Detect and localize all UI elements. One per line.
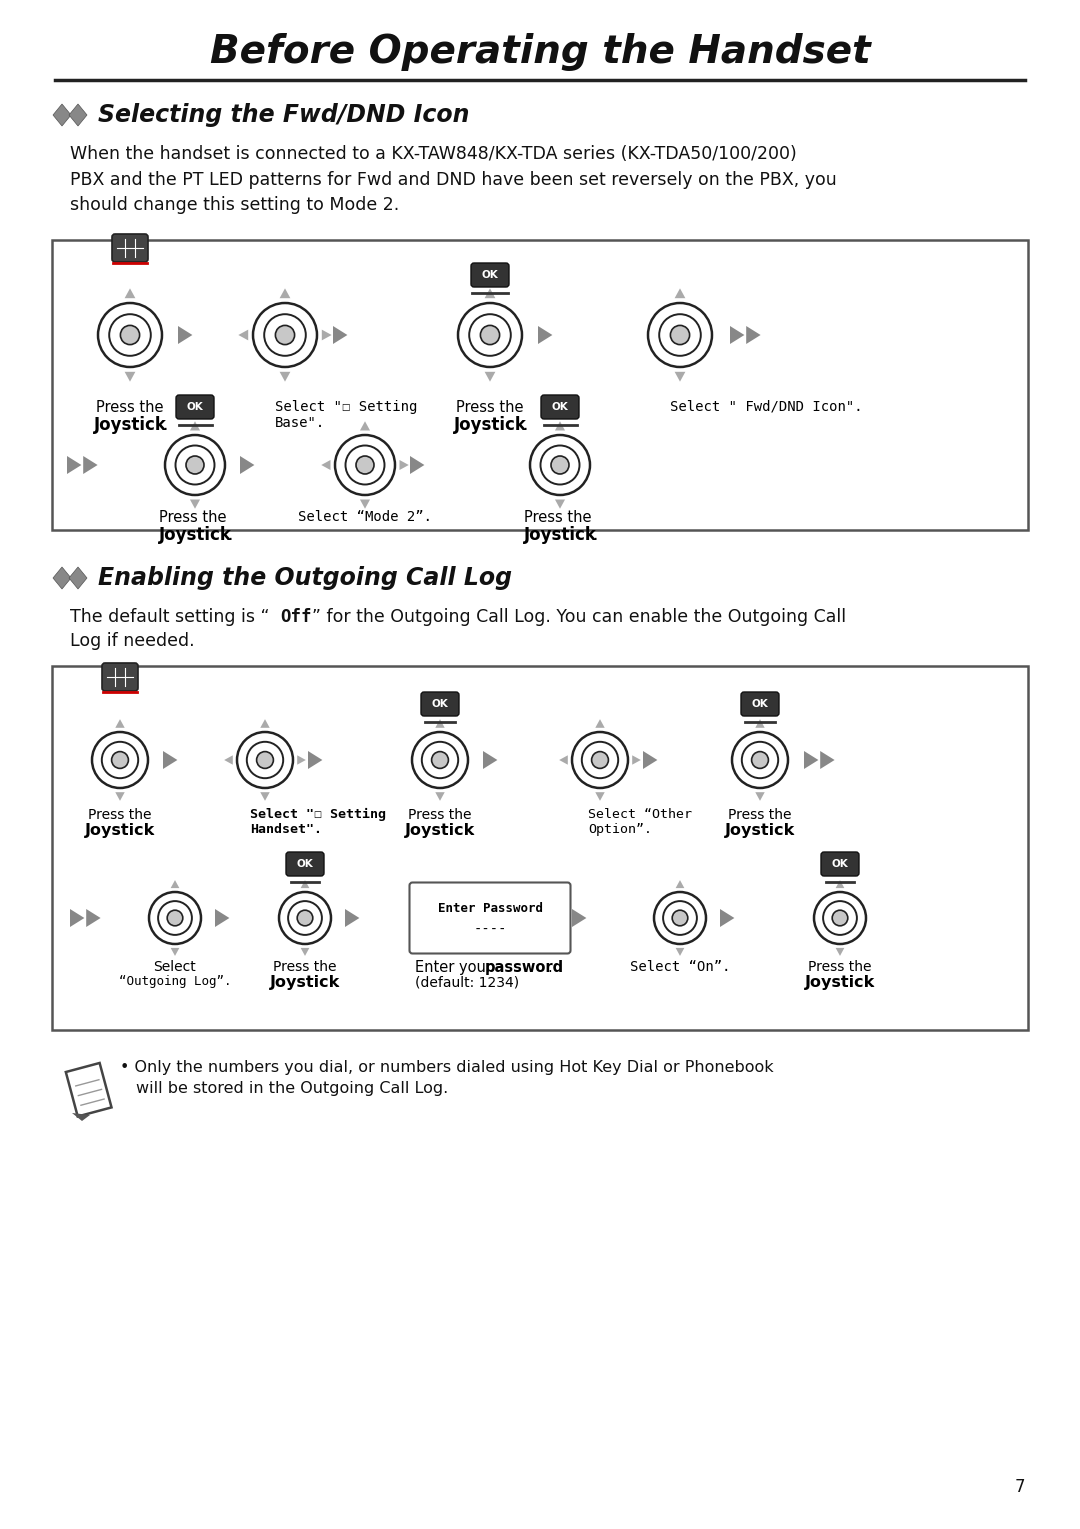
Text: Handset".: Handset".: [249, 823, 322, 836]
Text: Press the: Press the: [273, 960, 337, 974]
Text: .: .: [869, 976, 874, 989]
Polygon shape: [190, 422, 200, 431]
Text: password: password: [485, 960, 564, 976]
Text: (default: 1234): (default: 1234): [415, 976, 519, 989]
Polygon shape: [555, 422, 565, 431]
Polygon shape: [643, 751, 658, 769]
Text: OK: OK: [832, 859, 849, 868]
Polygon shape: [360, 422, 370, 431]
Text: .: .: [149, 823, 154, 838]
FancyBboxPatch shape: [421, 693, 459, 716]
Text: Before Operating the Handset: Before Operating the Handset: [210, 34, 870, 70]
Polygon shape: [559, 755, 568, 764]
Polygon shape: [836, 948, 845, 956]
Polygon shape: [163, 751, 177, 769]
Polygon shape: [485, 372, 496, 382]
Text: Enter Password: Enter Password: [437, 902, 542, 914]
Polygon shape: [555, 500, 565, 509]
Text: .: .: [334, 976, 339, 989]
Circle shape: [111, 752, 129, 769]
Text: “Outgoing Log”.: “Outgoing Log”.: [119, 976, 231, 988]
Polygon shape: [86, 910, 100, 927]
Polygon shape: [595, 719, 605, 728]
Text: Press the: Press the: [159, 511, 231, 524]
Text: Enabling the Outgoing Call Log: Enabling the Outgoing Call Log: [98, 566, 512, 590]
FancyBboxPatch shape: [286, 852, 324, 876]
Polygon shape: [746, 326, 760, 344]
Polygon shape: [124, 372, 135, 382]
Polygon shape: [755, 719, 765, 728]
Circle shape: [257, 752, 273, 769]
Polygon shape: [178, 326, 192, 344]
Text: OK: OK: [482, 271, 498, 280]
Text: Press the: Press the: [96, 401, 164, 414]
Polygon shape: [239, 330, 248, 341]
FancyBboxPatch shape: [66, 1063, 111, 1116]
FancyBboxPatch shape: [409, 882, 570, 954]
Polygon shape: [538, 326, 552, 344]
Text: Press the: Press the: [524, 511, 596, 524]
Circle shape: [592, 752, 608, 769]
Polygon shape: [435, 792, 445, 801]
Polygon shape: [308, 751, 323, 769]
Polygon shape: [171, 948, 179, 956]
Circle shape: [833, 910, 848, 925]
Polygon shape: [240, 456, 255, 474]
Text: Enter your: Enter your: [415, 960, 497, 976]
Text: Base".: Base".: [275, 416, 325, 430]
Circle shape: [186, 456, 204, 474]
Text: Select "☐ Setting: Select "☐ Setting: [249, 807, 386, 821]
Circle shape: [432, 752, 448, 769]
Circle shape: [120, 326, 139, 344]
FancyBboxPatch shape: [741, 693, 779, 716]
FancyBboxPatch shape: [176, 394, 214, 419]
Text: ” for the Outgoing Call Log. You can enable the Outgoing Call: ” for the Outgoing Call Log. You can ena…: [312, 609, 846, 625]
Polygon shape: [435, 719, 445, 728]
Text: Select “On”.: Select “On”.: [630, 960, 730, 974]
Polygon shape: [676, 948, 685, 956]
Text: Joystick: Joystick: [94, 416, 166, 434]
Polygon shape: [300, 881, 309, 888]
Polygon shape: [225, 755, 233, 764]
Text: Joystick: Joystick: [725, 823, 795, 838]
Polygon shape: [632, 755, 640, 764]
Polygon shape: [321, 460, 330, 469]
Polygon shape: [72, 1113, 90, 1121]
Text: Select "☐ Setting: Select "☐ Setting: [275, 401, 417, 414]
Text: .: .: [546, 960, 552, 976]
FancyBboxPatch shape: [52, 667, 1028, 1031]
Polygon shape: [333, 326, 348, 344]
Polygon shape: [483, 751, 498, 769]
Polygon shape: [53, 567, 71, 589]
Text: Press the: Press the: [89, 807, 152, 823]
Polygon shape: [116, 719, 124, 728]
Text: OK: OK: [297, 859, 313, 868]
Text: Joystick: Joystick: [159, 526, 231, 544]
Polygon shape: [215, 910, 229, 927]
FancyBboxPatch shape: [52, 240, 1028, 531]
Polygon shape: [730, 326, 744, 344]
Polygon shape: [171, 881, 179, 888]
Text: Selecting the Fwd/DND Icon: Selecting the Fwd/DND Icon: [98, 102, 470, 127]
Text: Option”.: Option”.: [588, 823, 652, 836]
Text: will be stored in the Outgoing Call Log.: will be stored in the Outgoing Call Log.: [136, 1081, 448, 1096]
Text: When the handset is connected to a KX-TAW848/KX-TDA series (KX-TDA50/100/200)
PB: When the handset is connected to a KX-TA…: [70, 145, 837, 214]
Text: .: .: [789, 823, 794, 838]
Text: OK: OK: [552, 402, 568, 411]
Polygon shape: [70, 910, 84, 927]
Circle shape: [752, 752, 768, 769]
Circle shape: [672, 910, 688, 925]
Text: Select “Other: Select “Other: [588, 807, 692, 821]
FancyBboxPatch shape: [102, 664, 138, 691]
Polygon shape: [280, 372, 291, 382]
Text: .: .: [592, 526, 597, 544]
Text: Select " Fwd/DND Icon".: Select " Fwd/DND Icon".: [670, 401, 863, 414]
FancyBboxPatch shape: [821, 852, 859, 876]
Text: Joystick: Joystick: [85, 823, 156, 838]
Text: Joystick: Joystick: [270, 976, 340, 989]
Circle shape: [275, 326, 295, 344]
Text: OK: OK: [752, 699, 768, 709]
Circle shape: [481, 326, 500, 344]
Polygon shape: [116, 792, 124, 801]
Text: Log if needed.: Log if needed.: [70, 631, 194, 650]
